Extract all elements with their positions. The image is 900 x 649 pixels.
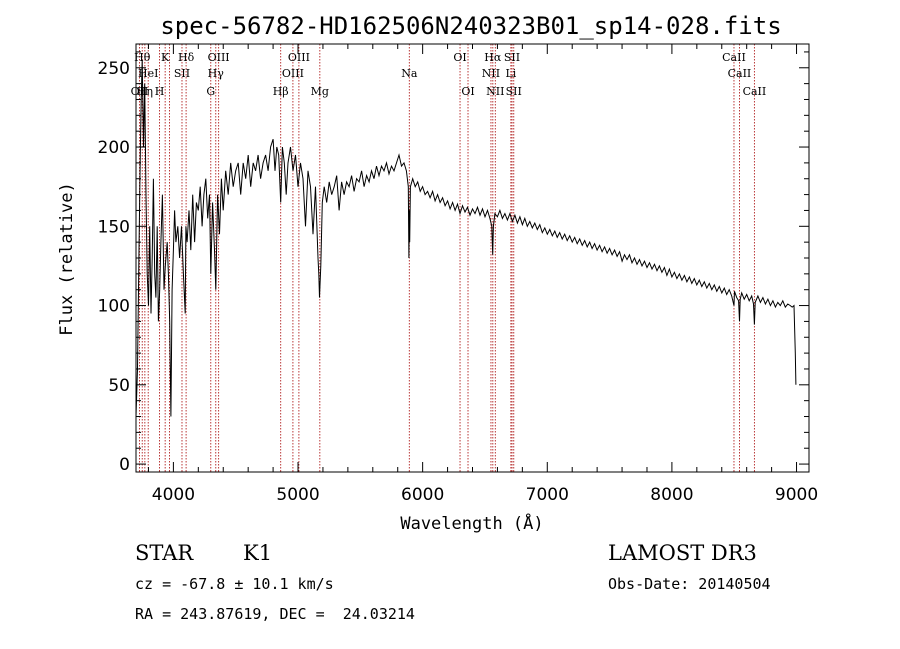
y-tick-label-50: 50 [108, 376, 130, 396]
coordinates-line: RA = 243.87619, DEC = 24.03214 [135, 605, 415, 623]
y-tick-label-250: 250 [98, 59, 130, 79]
marker-label-26: CaII [728, 67, 752, 80]
marker-label-17: OI [453, 51, 466, 64]
marker-label-3: HeI [138, 67, 158, 80]
marker-label-22: Li [505, 67, 516, 80]
x-tick-label-5000: 5000 [276, 485, 319, 505]
marker-label-4: H [155, 85, 165, 98]
y-tick-label-0: 0 [119, 455, 130, 475]
marker-label-7: SII [174, 67, 190, 80]
marker-label-18: OI [461, 85, 474, 98]
marker-label-20: Hα [484, 51, 502, 64]
marker-label-12: Hβ [273, 85, 289, 98]
marker-label-10: Hγ [208, 67, 225, 80]
x-axis-tick-labels: 4000 5000 6000 7000 8000 9000 [152, 485, 818, 505]
marker-label-13: OIII [282, 67, 304, 80]
marker-label-9: G [206, 85, 215, 98]
marker-label-0: OII [131, 85, 149, 98]
chart-title: spec-56782-HD162506N240323B01_sp14-028.f… [160, 12, 781, 40]
marker-label-1: Hθ [134, 51, 151, 64]
spectral-line-labels: OIIHθHηHeIHKSIIHδGHγOIIIHβOIIIOIIIMgNaOI… [131, 51, 767, 98]
redshift-line: cz = -67.8 ± 10.1 km/s [135, 575, 334, 593]
y-tick-label-150: 150 [98, 217, 130, 237]
marker-label-27: CaII [743, 85, 767, 98]
marker-label-19: NII [482, 67, 500, 80]
x-tick-label-6000: 6000 [401, 485, 444, 505]
x-axis-label: Wavelength (Å) [400, 512, 543, 534]
plot-frame [135, 43, 810, 473]
x-tick-label-8000: 8000 [650, 485, 693, 505]
survey-label: LAMOST DR3 [608, 541, 757, 565]
obs-date-line: Obs-Date: 20140504 [608, 575, 771, 593]
y-tick-label-100: 100 [98, 297, 130, 317]
object-subclass: K1 [243, 541, 272, 565]
marker-label-16: Na [401, 67, 418, 80]
marker-label-24: SII [506, 85, 522, 98]
spectral-line-markers [139, 44, 755, 472]
x-axis-ticks [147, 44, 798, 472]
object-class: STAR [135, 541, 194, 565]
marker-label-15: Mg [311, 85, 329, 98]
y-axis-tick-labels: 0 50 100 150 200 250 [98, 59, 130, 475]
marker-label-14: OIII [288, 51, 310, 64]
spectrum-series-line [135, 59, 797, 417]
marker-label-8: Hδ [178, 51, 195, 64]
y-axis-ticks [136, 51, 809, 465]
x-tick-label-7000: 7000 [526, 485, 569, 505]
x-tick-label-4000: 4000 [152, 485, 195, 505]
marker-label-11: OIII [208, 51, 230, 64]
y-tick-label-200: 200 [98, 138, 130, 158]
y-axis-label: Flux (relative) [57, 182, 77, 336]
marker-label-25: CaII [722, 51, 746, 64]
x-tick-label-9000: 9000 [775, 485, 818, 505]
marker-label-5: K [161, 51, 170, 64]
marker-label-23: SII [504, 51, 520, 64]
marker-label-21: NII [486, 85, 504, 98]
